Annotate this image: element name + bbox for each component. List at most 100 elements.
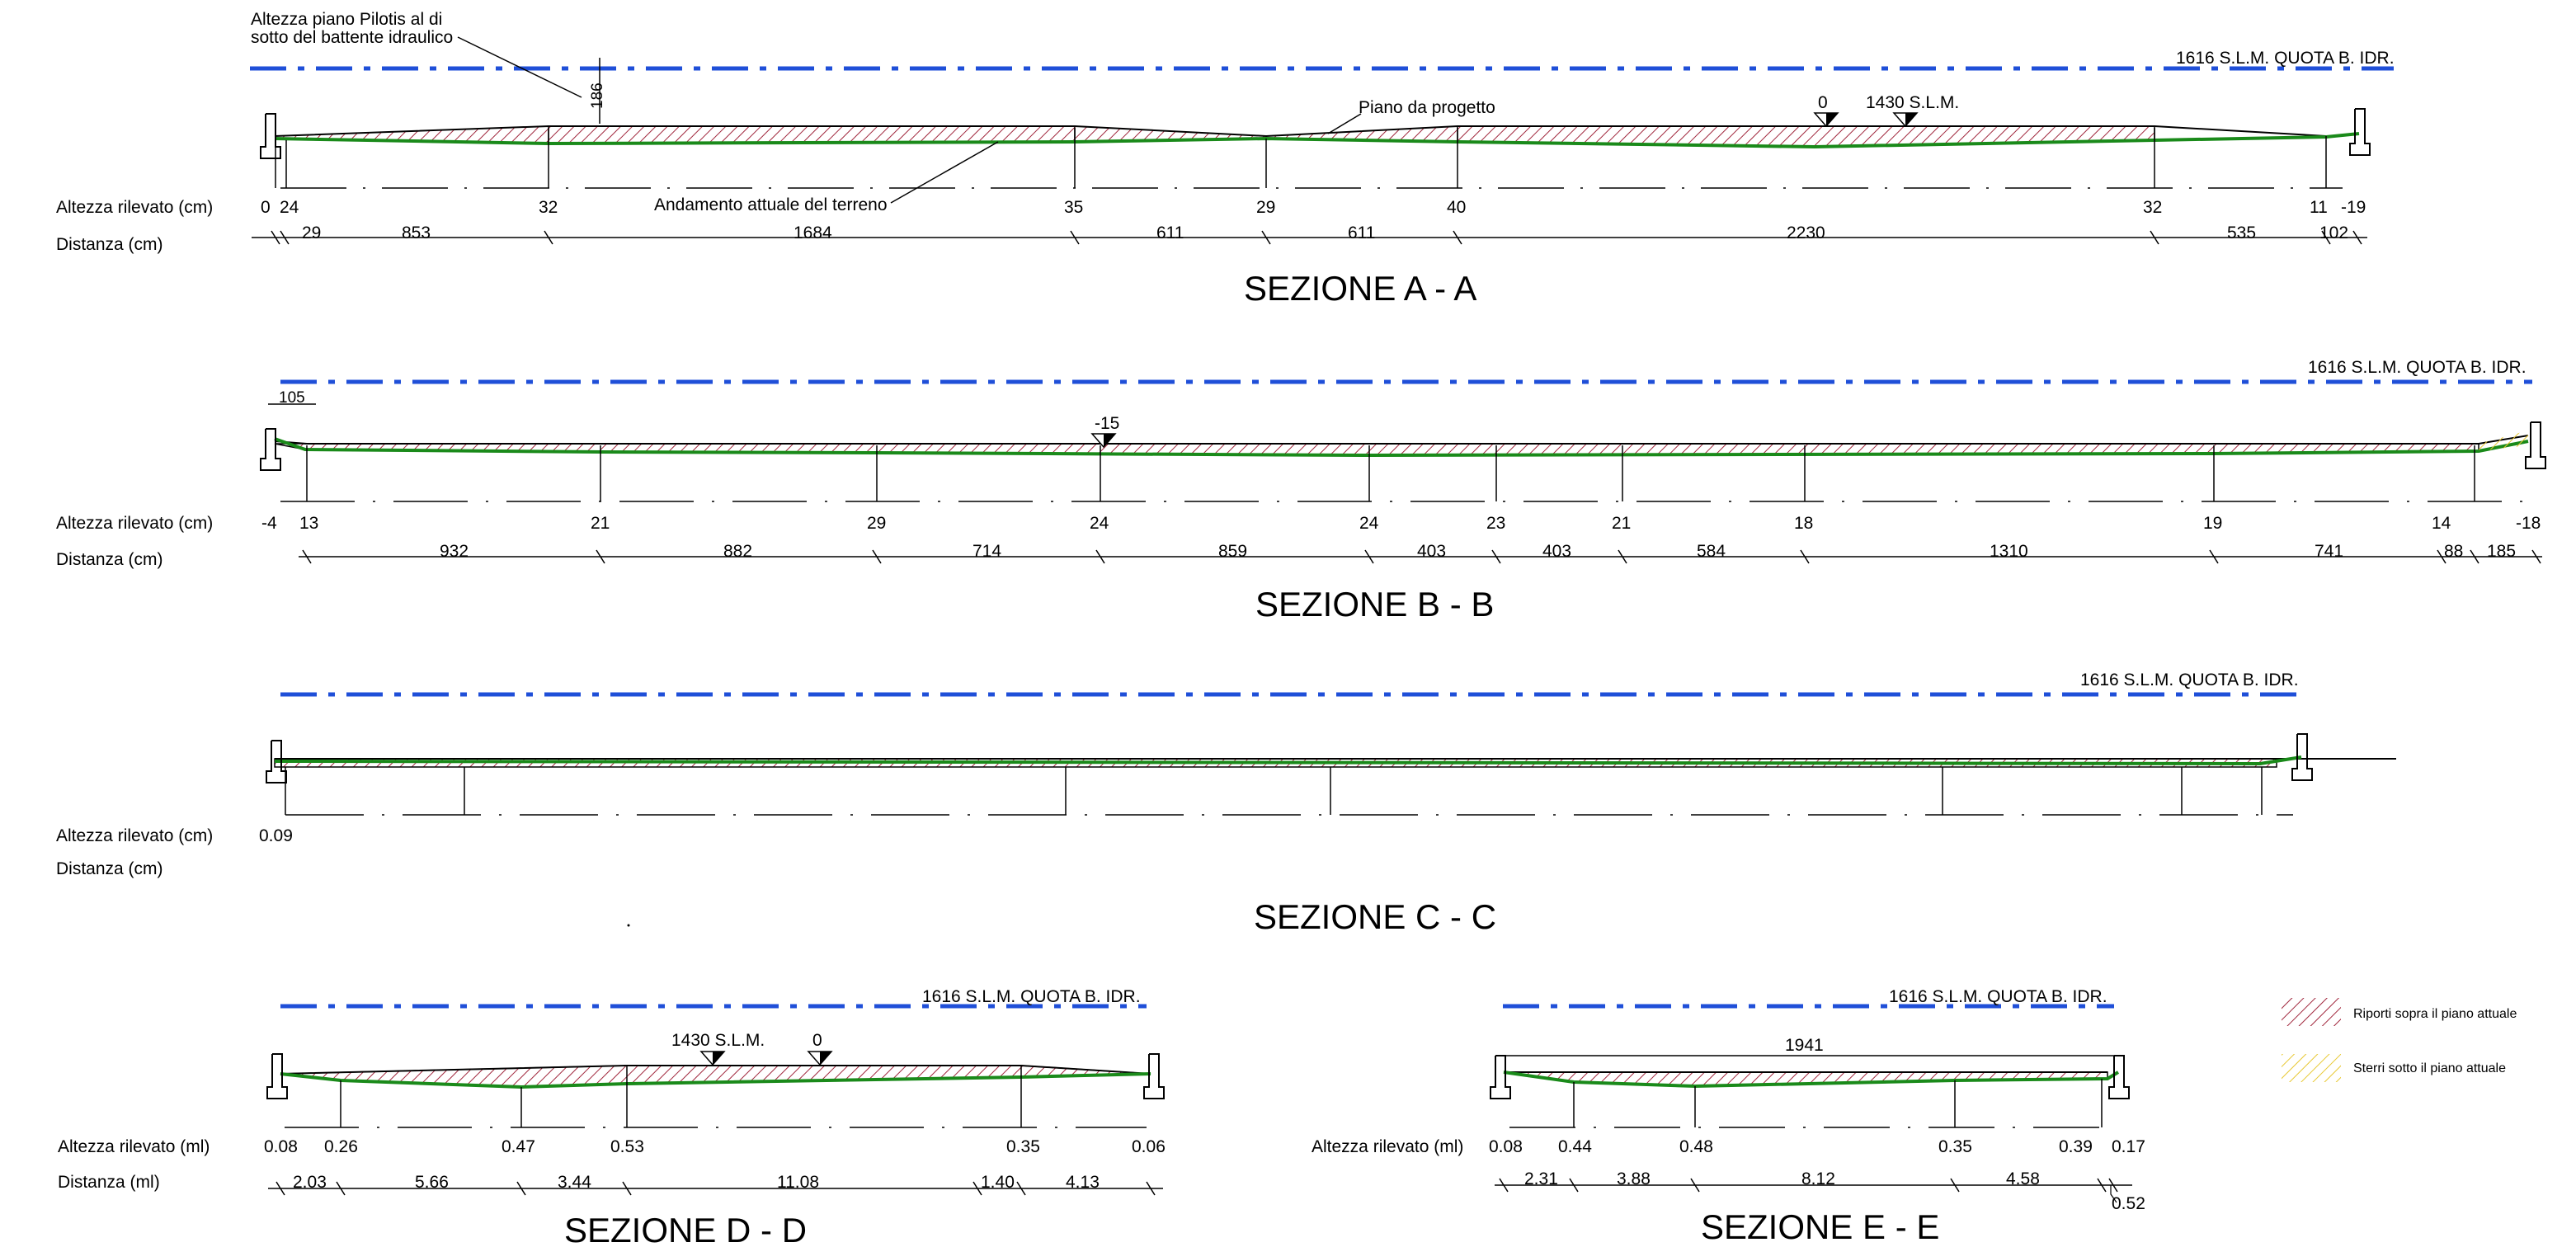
level-marker-d1-fill [713, 1052, 724, 1065]
legend-label-riporti: Riporti sopra il piano attuale [2353, 1007, 2517, 1021]
height-value: 14 [2432, 514, 2451, 533]
distance-value: 535 [2227, 224, 2256, 242]
label-distanza-a: Distanza (cm) [56, 235, 163, 254]
section-b: 1616 S.L.M. QUOTA B. IDR. 105 -15 Altezz… [56, 358, 2546, 624]
level-marker-b-fill [1104, 434, 1115, 447]
height-value: 19 [2203, 514, 2222, 533]
distance-ticks-a [271, 230, 2362, 245]
distance-value: 3.44 [558, 1173, 591, 1192]
section-e: 1616 S.L.M. QUOTA B. IDR. 1941 Altezza r… [1312, 987, 2145, 1246]
abutment-left-a [260, 113, 281, 159]
terrain-line-b [274, 437, 2529, 458]
section-a: 1616 S.L.M. QUOTA B. IDR. Altezza piano … [56, 10, 2395, 308]
height-value: 0.39 [2059, 1137, 2093, 1156]
abutment-left-e [1490, 1055, 1511, 1099]
distance-value: 4.13 [1066, 1173, 1100, 1192]
water-level-label-e: 1616 S.L.M. QUOTA B. IDR. [1889, 987, 2107, 1006]
distance-value: 8.12 [1801, 1169, 1835, 1188]
height-value: -18 [2516, 514, 2541, 533]
distance-value: 714 [972, 542, 1001, 561]
distance-value: 3.88 [1617, 1169, 1651, 1188]
distance-ticks-d [275, 1181, 1156, 1196]
height-value: 0.44 [1558, 1137, 1592, 1156]
label-altezza-c: Altezza rilevato (cm) [56, 826, 213, 845]
distance-value: 741 [2315, 542, 2343, 561]
height-value: 18 [1794, 514, 1813, 533]
height-value: 0.08 [264, 1137, 298, 1156]
distance-value: 1684 [794, 224, 832, 242]
distance-value: 5.66 [415, 1173, 449, 1192]
piano-progetto-label: Piano da progetto [1359, 98, 1495, 117]
height-value: 21 [591, 514, 610, 533]
distance-ticks-e [1499, 1178, 2118, 1193]
abutment-right-d [1143, 1053, 1165, 1099]
section-c: 1616 S.L.M. QUOTA B. IDR. Altezza rileva… [56, 671, 2396, 936]
section-title-e: SEZIONE E - E [1701, 1207, 1939, 1246]
water-level-label-b: 1616 S.L.M. QUOTA B. IDR. [2308, 358, 2527, 377]
height-value: -19 [2341, 198, 2366, 217]
height-ticks-a [275, 128, 2327, 188]
heights-b: -4 13 21 29 24 24 23 21 18 19 14 -18 [261, 514, 2541, 533]
slm1430-d: 1430 S.L.M. [671, 1031, 765, 1050]
height-value: 23 [1486, 514, 1505, 533]
distance-value: 611 [1348, 224, 1375, 242]
section-title-d: SEZIONE D - D [564, 1211, 807, 1247]
fill-riporti-a3 [1075, 126, 1458, 142]
height-value: 29 [1256, 198, 1275, 217]
height-value: 21 [1612, 514, 1631, 533]
height-value: 0.06 [1132, 1137, 1166, 1156]
height-value: 0 [261, 198, 271, 217]
stray-dot [627, 924, 630, 927]
terrain-line-d [280, 1072, 1151, 1089]
distance-value: 2.31 [1524, 1169, 1558, 1188]
distance-value: 4.58 [2006, 1169, 2040, 1188]
height-value: 0.35 [1938, 1137, 1972, 1156]
distance-value: 88 [2444, 542, 2463, 561]
project-line-b [274, 435, 2529, 445]
height-value: 29 [867, 514, 886, 533]
distance-value: 11.08 [777, 1173, 819, 1192]
section-title-c: SEZIONE C - C [1254, 897, 1496, 936]
distances-e: 2.31 3.88 8.12 4.58 0.52 [1524, 1169, 2145, 1213]
distance-value: 1.40 [981, 1173, 1015, 1192]
heights-e: 0.08 0.44 0.48 0.35 0.39 0.17 [1489, 1137, 2145, 1156]
project-line-d [280, 1065, 1151, 1075]
distance-value: 584 [1697, 542, 1726, 561]
terrain-line-c [274, 755, 2302, 766]
level-b-label: -15 [1095, 414, 1119, 433]
label-distanza-c: Distanza (cm) [56, 859, 163, 878]
distance-value: 102 [2319, 224, 2348, 242]
slm1430-a: 1430 S.L.M. [1866, 93, 1959, 112]
pilotis-note-line1: Altezza piano Pilotis al di [251, 10, 442, 29]
distance-value: 932 [440, 542, 469, 561]
distance-value: 185 [2487, 542, 2516, 561]
height-value: 24 [1359, 514, 1379, 533]
height-value: 32 [2143, 198, 2162, 217]
water-level-label-d: 1616 S.L.M. QUOTA B. IDR. [922, 987, 1141, 1006]
height-value: 0.17 [2112, 1137, 2145, 1156]
terrain-line-e [1503, 1071, 2120, 1089]
distance-value: 403 [1417, 542, 1446, 561]
height-value: 0.09 [259, 826, 293, 845]
abutment-left-d [266, 1053, 288, 1099]
height-value: 0.47 [502, 1137, 535, 1156]
height-value: 35 [1064, 198, 1083, 217]
level-marker-a2-fill [1905, 113, 1917, 126]
abutment-right-a [2349, 108, 2371, 156]
label-altezza-e: Altezza rilevato (ml) [1312, 1137, 1463, 1156]
water-level-label-a: 1616 S.L.M. QUOTA B. IDR. [2176, 49, 2395, 68]
height-value: 0.35 [1006, 1137, 1040, 1156]
height-value: 0.08 [1489, 1137, 1523, 1156]
piano-leader [1327, 113, 1362, 134]
section-title-b: SEZIONE B - B [1255, 585, 1494, 624]
andamento-label: Andamento attuale del terreno [654, 195, 888, 214]
e-span-label: 1941 [1785, 1036, 1824, 1055]
pilotis-note-line2: sotto del battente idraulico [251, 28, 453, 47]
label-altezza-b: Altezza rilevato (cm) [56, 514, 213, 533]
legend-swatch-sterri [2282, 1054, 2341, 1082]
height-ticks-e [1573, 1079, 2103, 1127]
e-extra-leader [2110, 1185, 2117, 1203]
label-distanza-d: Distanza (ml) [58, 1173, 160, 1192]
project-line-a [274, 125, 2327, 138]
abutment-left-c [266, 740, 287, 783]
